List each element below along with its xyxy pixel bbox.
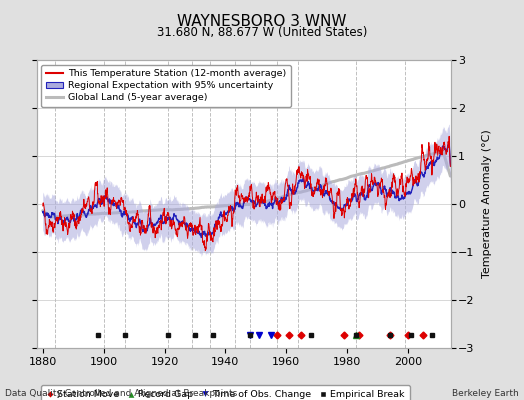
- Text: Data Quality Controlled and Aligned at Breakpoints: Data Quality Controlled and Aligned at B…: [5, 389, 237, 398]
- Text: WAYNESBORO 3 WNW: WAYNESBORO 3 WNW: [177, 14, 347, 29]
- Text: 31.680 N, 88.677 W (United States): 31.680 N, 88.677 W (United States): [157, 26, 367, 39]
- Y-axis label: Temperature Anomaly (°C): Temperature Anomaly (°C): [482, 130, 492, 278]
- Legend: Station Move, Record Gap, Time of Obs. Change, Empirical Break: Station Move, Record Gap, Time of Obs. C…: [41, 385, 410, 400]
- Text: Berkeley Earth: Berkeley Earth: [452, 389, 519, 398]
